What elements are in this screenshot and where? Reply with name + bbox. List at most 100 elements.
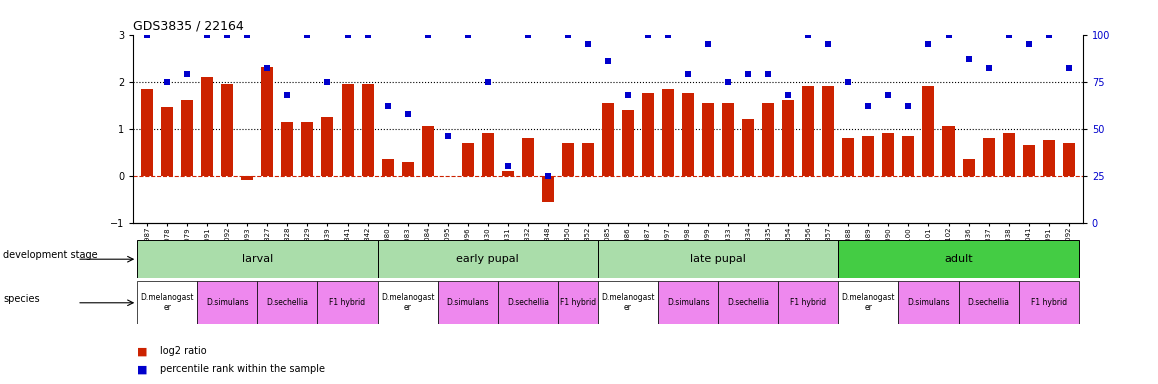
Bar <box>598 240 838 278</box>
Point <box>1060 65 1078 71</box>
Bar <box>361 84 374 176</box>
Bar <box>257 281 317 324</box>
Bar <box>342 84 353 176</box>
Bar <box>1063 143 1075 176</box>
Point <box>859 103 878 109</box>
Point <box>1019 41 1038 47</box>
Point <box>679 71 697 77</box>
Bar <box>842 138 855 176</box>
Point <box>599 58 617 64</box>
Bar <box>959 281 1019 324</box>
Point <box>218 31 236 38</box>
Bar <box>438 281 498 324</box>
Bar <box>902 136 915 176</box>
Bar <box>201 77 213 176</box>
Bar <box>501 171 514 176</box>
Bar <box>742 119 754 176</box>
Bar <box>317 281 378 324</box>
Bar <box>301 122 314 176</box>
Point <box>459 31 477 38</box>
Bar <box>882 133 894 176</box>
Text: D.sechellia: D.sechellia <box>507 298 549 307</box>
Point <box>739 71 757 77</box>
Bar <box>642 93 654 176</box>
Point <box>579 41 598 47</box>
Text: late pupal: late pupal <box>690 254 746 264</box>
Text: D.sechellia: D.sechellia <box>266 298 308 307</box>
Point <box>840 79 858 85</box>
Point <box>418 31 437 38</box>
Bar <box>838 240 1079 278</box>
Bar <box>378 281 438 324</box>
Bar <box>723 103 734 176</box>
Bar <box>1023 145 1034 176</box>
Point <box>157 79 176 85</box>
Text: percentile rank within the sample: percentile rank within the sample <box>160 364 324 374</box>
Text: F1 hybrid: F1 hybrid <box>559 298 596 307</box>
Point <box>239 31 257 38</box>
Point <box>398 111 417 117</box>
Text: F1 hybrid: F1 hybrid <box>790 298 827 307</box>
Point <box>879 92 897 98</box>
Bar <box>562 143 574 176</box>
Bar <box>602 103 614 176</box>
Bar <box>1019 281 1079 324</box>
Bar <box>197 281 257 324</box>
Point <box>338 31 357 38</box>
Point <box>980 65 998 71</box>
Bar <box>778 281 838 324</box>
Bar <box>281 122 293 176</box>
Bar <box>141 89 153 176</box>
Point <box>758 71 777 77</box>
Bar <box>863 136 874 176</box>
Bar <box>241 176 254 180</box>
Text: development stage: development stage <box>3 250 98 260</box>
Text: D.melanogast
er: D.melanogast er <box>381 293 434 312</box>
Point <box>299 31 317 38</box>
Point <box>558 31 577 38</box>
Text: F1 hybrid: F1 hybrid <box>1031 298 1067 307</box>
Bar <box>662 89 674 176</box>
Bar <box>822 86 834 176</box>
Point <box>899 103 917 109</box>
Text: D.melanogast
er: D.melanogast er <box>842 293 895 312</box>
Text: ■: ■ <box>137 364 147 374</box>
Bar <box>622 110 633 176</box>
Bar <box>422 126 433 176</box>
Point <box>819 41 837 47</box>
Point <box>639 31 658 38</box>
Bar <box>522 138 534 176</box>
Bar <box>322 117 334 176</box>
Bar <box>221 84 233 176</box>
Point <box>919 41 938 47</box>
Text: log2 ratio: log2 ratio <box>160 346 206 356</box>
Bar <box>462 143 474 176</box>
Point <box>659 31 677 38</box>
Bar <box>838 281 899 324</box>
Point <box>939 31 958 38</box>
Bar <box>983 138 995 176</box>
Point <box>698 41 717 47</box>
Bar <box>943 126 954 176</box>
Bar <box>482 133 493 176</box>
Bar <box>702 103 714 176</box>
Bar <box>137 281 197 324</box>
Bar <box>682 93 694 176</box>
Point <box>959 56 977 62</box>
Text: D.sechellia: D.sechellia <box>727 298 769 307</box>
Bar <box>542 176 554 202</box>
Bar <box>498 281 558 324</box>
Point <box>358 31 376 38</box>
Point <box>439 133 457 139</box>
Bar <box>598 281 658 324</box>
Text: ■: ■ <box>137 346 147 356</box>
Bar <box>182 101 193 176</box>
Bar <box>1003 133 1014 176</box>
Bar <box>378 240 598 278</box>
Point <box>799 31 818 38</box>
Point <box>178 71 197 77</box>
Bar <box>582 143 594 176</box>
Text: D.melanogast
er: D.melanogast er <box>140 293 195 312</box>
Text: larval: larval <box>242 254 273 264</box>
Point <box>719 79 738 85</box>
